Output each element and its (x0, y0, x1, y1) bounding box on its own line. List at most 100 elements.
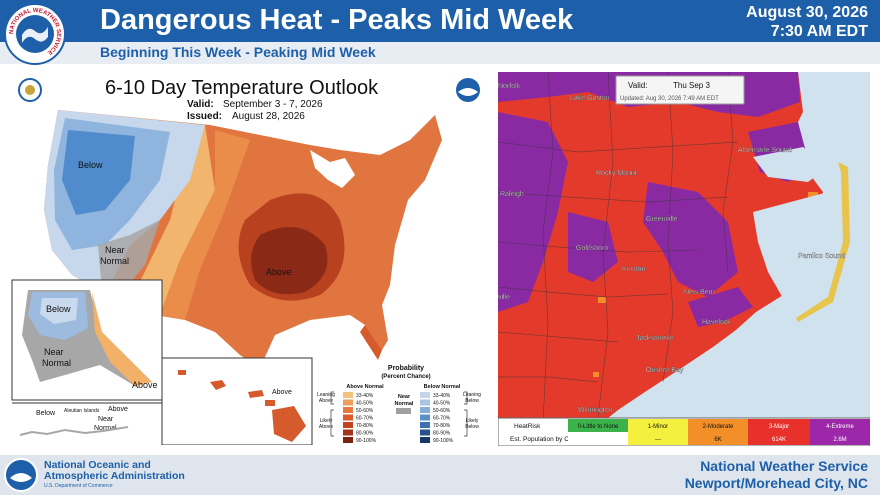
population-cell (628, 432, 688, 445)
legend-leaning-below-1: Leaning (463, 392, 481, 398)
aleutian-label-above: Above (108, 406, 128, 413)
place-label: Norfolk (498, 83, 521, 90)
legend-below-swatch (420, 437, 430, 443)
outlook-title: 6-10 Day Temperature Outlook (105, 77, 379, 99)
population-value: 2.6M (833, 437, 846, 443)
table-heatrisk-header: HeatRisk (514, 423, 541, 430)
place-label: Raleigh (500, 191, 524, 198)
legend-above-range: 33-40% (356, 393, 374, 399)
issue-date: August 30, 2026 (746, 4, 868, 21)
florida (360, 325, 382, 360)
population-value: 6K (714, 437, 721, 443)
legend-above-swatch (343, 429, 353, 436)
temperature-outlook-panel: 6-10 Day Temperature Outlook Valid: Sept… (10, 70, 490, 445)
map-label-above: Above (266, 267, 292, 277)
pamlico-sound (753, 192, 843, 307)
risk-category-label: 2-Moderate (703, 424, 734, 430)
legend-title: Probability (388, 365, 424, 372)
population-cell (748, 432, 810, 445)
outlook-valid-label: Valid: (187, 99, 214, 110)
map-label-below: Below (78, 160, 103, 170)
nws-office: National Weather Service Newport/Morehea… (685, 458, 868, 492)
extreme-coastal (688, 287, 753, 327)
alaska-label-above: Above (132, 380, 158, 390)
legend-below-swatch (420, 407, 430, 413)
alaska-above (92, 292, 152, 386)
legend-near-swatch (396, 408, 411, 414)
outlook-valid-value: September 3 - 7, 2026 (223, 99, 323, 110)
legend-leaning-above-2: Above (319, 398, 333, 404)
temperature-outlook-map: 6-10 Day Temperature Outlook Valid: Sept… (11, 77, 481, 445)
risk-category-cell (748, 419, 810, 432)
noaa-name-line2: Atmospheric Administration (44, 470, 185, 482)
page-subtitle: Beginning This Week - Peaking Mid Week (100, 44, 376, 60)
updated-time: Updated: Aug 30, 2026 7:49 AM EDT (620, 96, 719, 102)
nws-office-line2: Newport/Morehead City, NC (684, 475, 868, 491)
place-label: Goldsboro (576, 245, 608, 252)
risk-category-cell (810, 419, 870, 432)
legend-above-range: 40-50% (356, 401, 374, 407)
population-cell (810, 432, 870, 445)
risk-category-cell (568, 419, 628, 432)
alaska-label-normal: Normal (42, 358, 71, 368)
extreme-west (498, 112, 568, 312)
place-label: Greenville (646, 216, 678, 223)
map-label-near: Near (105, 245, 125, 255)
legend-near-header: Near (398, 394, 411, 400)
legend-likely-above-1: Likely (320, 418, 333, 424)
below-region-core (62, 130, 135, 215)
legend-above-swatch (343, 407, 353, 413)
risk-category-label: 4-Extreme (826, 424, 854, 430)
legend-below-range: 60-70% (433, 416, 451, 422)
legend-above-range: 90-100% (356, 438, 377, 444)
probability-legend: Probability (Percent Chance) Above Norma… (317, 365, 481, 444)
footer-bar (0, 455, 880, 495)
nws-logo-ring: NATIONAL WEATHER SERVICE (9, 8, 61, 56)
population-value: --- (655, 437, 661, 443)
nws-office-line1: National Weather Service (700, 458, 868, 474)
page-title: Dangerous Heat - Peaks Mid Week (100, 4, 574, 36)
heatrisk-map: Valid: Thu Sep 3 Updated: Aug 30, 2026 7… (498, 72, 870, 446)
legend-likely-above-2: Above (319, 424, 333, 430)
legend-near-header2: Normal (395, 401, 414, 407)
risk-category-label: 1-Minor (648, 424, 668, 430)
legend-above-header: Above Normal (346, 384, 384, 390)
risk-category-label: 3-Major (769, 424, 789, 430)
outlook-issued-value: August 28, 2026 (232, 111, 305, 122)
great-lakes (310, 150, 355, 188)
legend-below-swatch (420, 399, 430, 406)
legend-below-range: 40-50% (433, 401, 451, 407)
place-label: Pamlico Sound (798, 253, 845, 260)
noaa-name-line1: National Oceanic and (44, 459, 151, 471)
risk-category-cell (628, 419, 688, 432)
place-label: Albemarle Sound (738, 147, 792, 154)
alaska-label-near: Near (44, 347, 64, 357)
place-labels: ville (498, 294, 510, 301)
place-label: Lake Gaston (570, 95, 610, 102)
extreme-east (643, 182, 738, 297)
hawaii-label-above: Above (272, 389, 292, 396)
legend-above-range: 70-80% (356, 423, 374, 429)
legend-below-range: 70-80% (433, 423, 451, 429)
place-label: Kinston (622, 266, 645, 273)
heatrisk-table: HeatRisk Est. Population by Category 0-L… (498, 417, 870, 446)
valid-box (615, 75, 745, 105)
legend-above-range: 50-60% (356, 408, 374, 414)
noaa-department: U.S. Department of Commerce (44, 483, 113, 489)
issue-datetime: August 30, 2026 7:30 AM EDT (746, 3, 868, 41)
alaska-label-below: Below (46, 304, 71, 314)
near-normal-region (98, 220, 160, 295)
aleutian-label-below: Below (36, 410, 56, 417)
header-bar (0, 0, 880, 42)
legend-above-swatch (343, 392, 353, 398)
risk-category-label: 0-Little to None (578, 424, 619, 430)
place-label: Havelock (702, 319, 731, 326)
legend-below-range: 80-90% (433, 431, 451, 437)
legend-below-range: 33-40% (433, 393, 451, 399)
aleutian-label: Aleutian Islands (64, 408, 100, 414)
valid-label: Valid: (628, 81, 647, 90)
aleutian-label-normal: Normal (94, 425, 117, 432)
legend-below-range: 90-100% (433, 438, 454, 444)
legend-below-swatch (420, 414, 430, 421)
legend-likely-below-2: Below (465, 424, 479, 430)
